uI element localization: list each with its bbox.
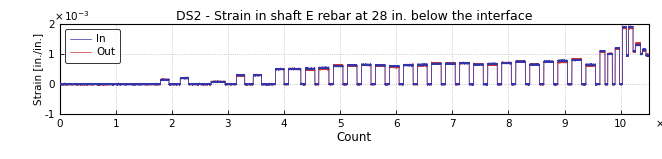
Line: Out: Out [60,25,649,86]
Out [271,83,279,85]
Out [497,84,505,86]
In [645,55,653,57]
Text: $\times\,10^{-3}$: $\times\,10^{-3}$ [54,9,89,23]
In [171,83,179,85]
Out [56,83,64,85]
Out [58,83,66,85]
Out [102,85,110,87]
In [109,85,117,87]
Out [645,55,653,57]
In [625,25,633,27]
X-axis label: Count: Count [336,131,372,144]
Out [171,83,179,85]
Out [585,65,593,67]
In [271,83,279,85]
Y-axis label: Strain [in./in.]: Strain [in./in.] [33,33,43,105]
Legend: In, Out: In, Out [65,29,120,63]
Text: $\times\,10^{4}$: $\times\,10^{4}$ [655,116,662,130]
In [497,83,505,85]
Line: In: In [60,26,649,86]
In [56,83,64,85]
Out [626,24,634,26]
Title: DS2 - Strain in shaft E rebar at 28 in. below the interface: DS2 - Strain in shaft E rebar at 28 in. … [176,10,532,23]
In [585,64,593,66]
Out [211,81,218,83]
In [58,83,66,85]
In [211,81,218,83]
